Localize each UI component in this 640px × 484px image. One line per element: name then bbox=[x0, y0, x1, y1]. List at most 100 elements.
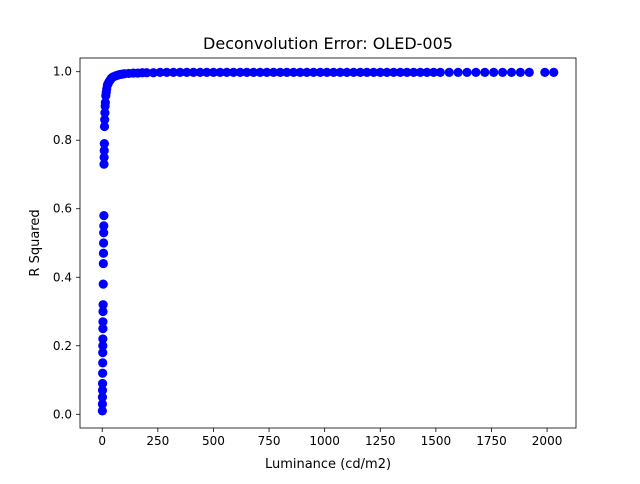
data-point bbox=[255, 67, 265, 77]
x-tick-label: 1000 bbox=[309, 434, 340, 448]
x-tick-label: 250 bbox=[146, 434, 169, 448]
data-point bbox=[98, 341, 108, 351]
data-point bbox=[97, 385, 108, 395]
data-point bbox=[540, 67, 550, 77]
data-point bbox=[302, 67, 312, 77]
data-point bbox=[498, 67, 508, 77]
data-point bbox=[222, 67, 232, 77]
x-axis-label: Luminance (cd/m2) bbox=[265, 457, 391, 472]
data-point bbox=[98, 317, 108, 327]
data-point bbox=[98, 324, 108, 334]
data-point bbox=[215, 67, 225, 77]
x-tick-label: 0 bbox=[98, 434, 106, 448]
y-axis-label: R Squared bbox=[28, 209, 43, 276]
data-point bbox=[402, 67, 412, 77]
data-point bbox=[98, 368, 108, 378]
data-point bbox=[99, 228, 109, 238]
data-point bbox=[262, 67, 272, 77]
x-tick-label: 1250 bbox=[365, 434, 396, 448]
data-point bbox=[98, 279, 108, 289]
data-point bbox=[295, 67, 305, 77]
plot-frame bbox=[79, 57, 577, 429]
data-point bbox=[98, 306, 108, 317]
data-point bbox=[335, 67, 345, 77]
data-point bbox=[409, 67, 419, 77]
x-tick-label: 1500 bbox=[421, 434, 452, 448]
data-point bbox=[175, 67, 185, 77]
data-point bbox=[98, 358, 108, 368]
data-point bbox=[275, 67, 285, 77]
data-point bbox=[97, 399, 108, 409]
data-point bbox=[282, 67, 292, 77]
data-point bbox=[471, 67, 481, 77]
data-point bbox=[155, 67, 165, 77]
data-point bbox=[480, 67, 490, 77]
y-tick-label: 1.0 bbox=[53, 65, 72, 79]
x-tick-label: 750 bbox=[258, 434, 281, 448]
x-axis-ticks: 0 250 500 750 1000 1250 1500 1750 2000 bbox=[98, 428, 562, 448]
data-point bbox=[99, 159, 109, 169]
data-point bbox=[389, 67, 399, 77]
data-point bbox=[99, 121, 110, 132]
y-tick-label: 0.6 bbox=[53, 202, 72, 216]
data-point bbox=[515, 67, 525, 77]
data-point bbox=[148, 68, 158, 78]
data-point bbox=[142, 68, 152, 78]
data-point bbox=[98, 300, 108, 310]
data-point bbox=[228, 67, 239, 77]
data-point bbox=[348, 67, 359, 77]
data-point bbox=[382, 67, 392, 77]
data-point bbox=[506, 67, 517, 77]
data-point bbox=[168, 67, 179, 77]
data-point bbox=[242, 67, 252, 77]
data-point bbox=[342, 67, 352, 77]
data-point bbox=[489, 67, 499, 77]
y-tick-label: 0.2 bbox=[53, 339, 72, 353]
data-point bbox=[248, 67, 259, 77]
y-tick-label: 0.4 bbox=[53, 270, 72, 284]
data-point bbox=[99, 221, 109, 231]
data-point bbox=[162, 67, 172, 77]
data-point bbox=[100, 97, 110, 108]
data-point bbox=[395, 67, 405, 77]
data-point bbox=[99, 145, 109, 156]
data-point bbox=[315, 67, 325, 77]
data-point bbox=[524, 67, 534, 77]
y-tick-label: 0.8 bbox=[53, 133, 72, 147]
data-point bbox=[453, 67, 463, 77]
data-point bbox=[308, 67, 319, 77]
data-point bbox=[202, 67, 212, 77]
data-point bbox=[195, 67, 205, 77]
data-point bbox=[422, 67, 432, 77]
data-point bbox=[98, 238, 109, 248]
data-point bbox=[188, 67, 199, 77]
data-point bbox=[444, 67, 454, 77]
data-point bbox=[328, 67, 339, 77]
data-point bbox=[100, 108, 110, 118]
data-point bbox=[97, 406, 107, 416]
data-point bbox=[415, 67, 425, 77]
data-point bbox=[99, 152, 109, 162]
data-point bbox=[98, 334, 108, 344]
data-point bbox=[435, 67, 445, 77]
data-point bbox=[97, 392, 108, 402]
data-point bbox=[98, 348, 108, 358]
chart-title: Deconvolution Error: OLED-005 bbox=[203, 34, 453, 53]
data-point bbox=[322, 67, 332, 77]
data-point bbox=[97, 378, 108, 389]
data-point bbox=[549, 67, 559, 77]
x-tick-label: 1750 bbox=[476, 434, 507, 448]
data-point bbox=[462, 67, 472, 77]
y-tick-label: 0.0 bbox=[53, 407, 72, 421]
data-point bbox=[268, 67, 279, 77]
data-point bbox=[375, 67, 385, 77]
x-tick-label: 500 bbox=[202, 434, 225, 448]
y-axis-ticks: 0.0 0.2 0.4 0.6 0.8 1.0 bbox=[53, 65, 80, 421]
data-point bbox=[98, 248, 109, 258]
data-point bbox=[182, 67, 192, 77]
x-tick-label: 2000 bbox=[532, 434, 563, 448]
data-point bbox=[99, 210, 109, 221]
data-point bbox=[288, 67, 299, 77]
